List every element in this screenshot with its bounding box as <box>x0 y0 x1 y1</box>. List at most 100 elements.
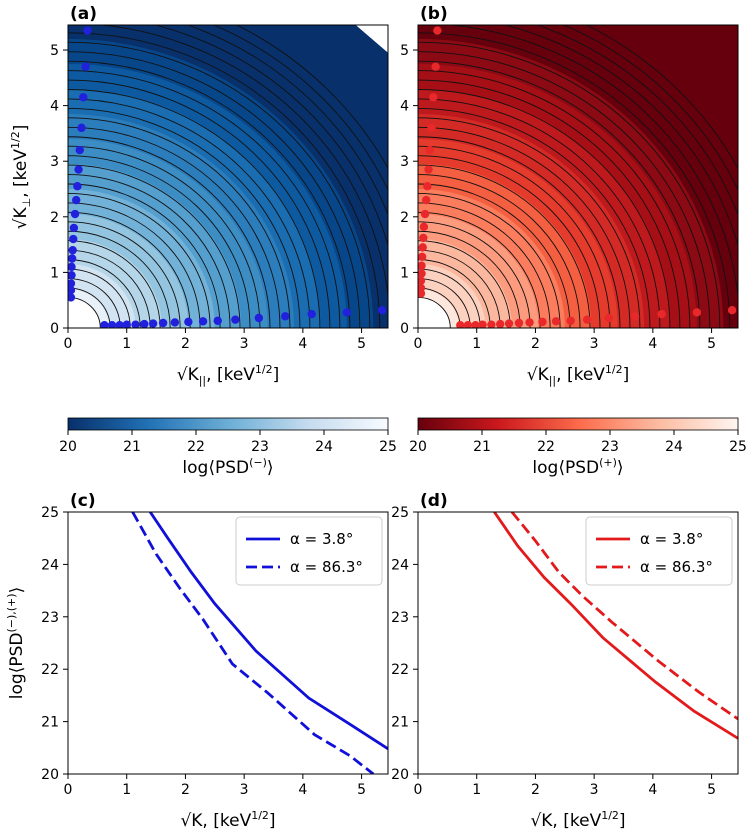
panel-b-ytick-label: 1 <box>400 265 409 281</box>
colorbar-minus-ticks: 20 21 22 23 24 25 <box>59 430 397 455</box>
panel-d-ytick-label: 20 <box>391 767 409 783</box>
panel-c-xtick-label: 0 <box>64 782 73 798</box>
marker-point <box>100 321 109 328</box>
marker-point <box>68 245 77 255</box>
legend-d: α = 3.8° α = 86.3° <box>585 516 733 586</box>
colorbar-plus-tick-label: 25 <box>729 439 747 455</box>
marker-point <box>604 313 614 323</box>
marker-point <box>427 123 436 133</box>
series-line-dashed <box>131 512 375 774</box>
colorbar-minus-tick-label: 21 <box>123 439 141 455</box>
panel-c-xtick-label: 3 <box>240 782 249 798</box>
colorbar-plus-gradient <box>417 417 739 431</box>
marker-point <box>231 315 240 324</box>
panel-label-a: (a) <box>70 4 97 24</box>
marker-point <box>418 261 426 270</box>
markers-a <box>68 26 387 328</box>
marker-point <box>213 316 222 325</box>
colorbar-plus-label: log⟨PSD(+)⟩ <box>532 456 623 478</box>
contour-line <box>418 202 551 328</box>
marker-point <box>431 62 440 71</box>
marker-point <box>631 312 640 321</box>
xlabel-b: √K||, [keV1/2] <box>527 363 630 387</box>
marker-point <box>422 195 431 205</box>
marker-point <box>69 223 79 233</box>
contour-line <box>536 25 738 216</box>
contour-line <box>418 136 621 328</box>
marker-point <box>79 93 88 102</box>
marker-point <box>83 26 92 35</box>
contour-line <box>418 107 651 328</box>
panel-a-xtick-label: 2 <box>181 336 190 352</box>
contour-line <box>418 70 691 328</box>
marker-point <box>115 321 124 328</box>
marker-point <box>281 312 290 321</box>
marker-point <box>418 243 427 252</box>
contour-line <box>418 240 511 328</box>
marker-point <box>456 321 465 328</box>
contour-line <box>68 259 141 328</box>
marker-point <box>122 320 131 328</box>
axes-frame-d <box>417 511 739 775</box>
panel-d-xtick-label: 0 <box>414 782 423 798</box>
ticks-b: 0 1 2 3 4 5 0 1 2 3 4 5 <box>400 43 716 352</box>
panel-b-xtick-label: 4 <box>648 336 657 352</box>
panel-c-xtick-label: 2 <box>181 782 190 798</box>
marker-point <box>429 93 438 102</box>
panel-d-ytick-label: 23 <box>391 610 409 626</box>
axes-frame-c <box>67 511 389 775</box>
contour-line <box>68 164 241 328</box>
contour-line <box>418 249 501 328</box>
marker-point <box>198 317 208 326</box>
colorbar-minus-tick-label: 22 <box>187 439 205 455</box>
marker-point <box>68 254 77 263</box>
contour-line <box>418 193 561 328</box>
marker-point <box>525 318 534 327</box>
contour-line <box>418 183 571 328</box>
panel-c-ytick-label: 23 <box>41 610 59 626</box>
marker-point <box>424 165 433 174</box>
contour-line <box>418 221 531 328</box>
marker-point <box>377 306 387 315</box>
marker-point <box>74 165 83 174</box>
marker-point <box>170 318 180 327</box>
legend-label: α = 86.3° <box>290 558 363 576</box>
marker-point <box>158 318 168 328</box>
panel-c-ytick-label: 21 <box>41 715 59 731</box>
panel-a-ytick-label: 3 <box>50 154 59 170</box>
markers-b <box>418 26 737 328</box>
contour-line <box>418 41 721 328</box>
contour-line <box>68 70 341 328</box>
marker-point <box>81 62 90 71</box>
xlabel-d: √K, [keV1/2] <box>530 809 625 831</box>
contour-line <box>68 136 271 328</box>
marker-point <box>418 252 427 262</box>
marker-point <box>140 319 149 328</box>
marker-point <box>418 269 426 278</box>
contour-line <box>153 25 388 247</box>
contour-line <box>418 32 731 328</box>
legend-label: α = 3.8° <box>640 530 703 548</box>
colorbar-minus-tick-label: 25 <box>379 439 397 455</box>
contour-line <box>68 221 181 328</box>
marker-point <box>77 123 86 133</box>
colorbar-plus-tick-label: 23 <box>601 439 619 455</box>
contour-line <box>68 117 291 328</box>
contour-line <box>68 278 121 328</box>
panel-b-ytick-label: 4 <box>400 99 409 115</box>
contour-line <box>418 174 581 328</box>
marker-point <box>504 319 514 328</box>
panel-b-xtick-label: 1 <box>472 336 481 352</box>
contour-line <box>418 145 611 328</box>
panel-c-ytick-label: 20 <box>41 767 59 783</box>
panel-a: 0 1 2 3 4 5 0 1 2 3 4 5 (a) √K||, [keV1/2] √K⊥, [ke… <box>9 4 389 387</box>
marker-point <box>107 321 117 328</box>
marker-point <box>68 262 76 272</box>
contour-line <box>186 25 388 216</box>
panel-c-xtick-label: 5 <box>357 782 366 798</box>
contour-line <box>68 249 151 328</box>
contour-line <box>68 79 331 328</box>
panel-b-xtick-label: 3 <box>590 336 599 352</box>
